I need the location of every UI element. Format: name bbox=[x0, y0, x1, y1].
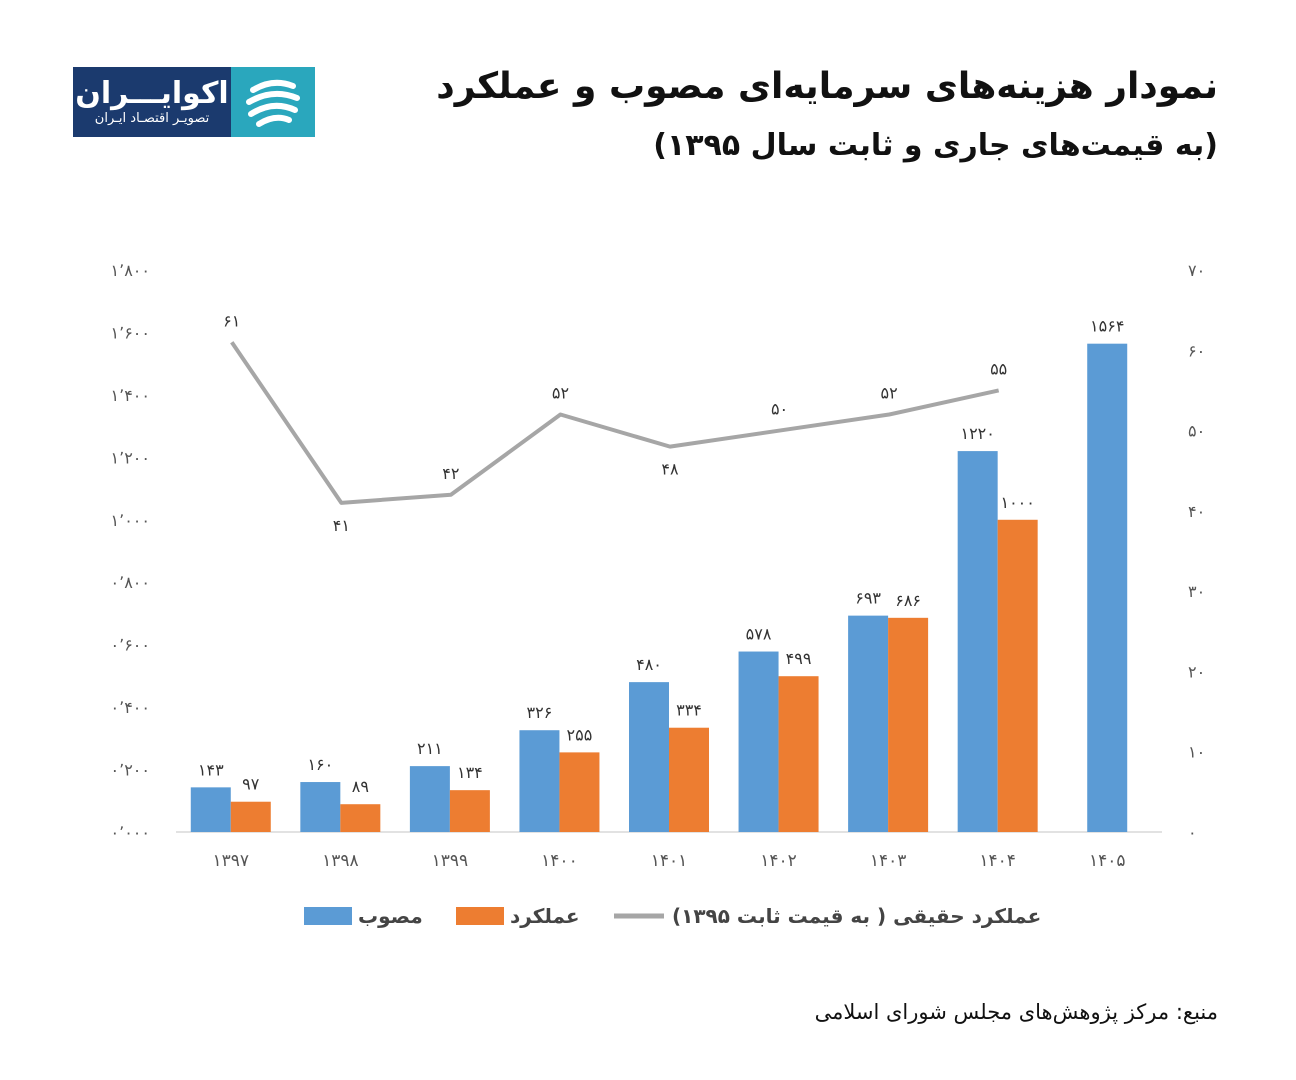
x-axis-category-label: ۱۳۹۸ bbox=[322, 851, 359, 871]
data-label-real: ۵۵ bbox=[990, 359, 1007, 378]
left-axis-tick-label: ۱٬۸۰۰ bbox=[111, 261, 150, 280]
left-axis-tick-label: ۱٬۶۰۰ bbox=[111, 323, 150, 342]
right-axis-tick-label: ۶۰ bbox=[1188, 341, 1205, 360]
data-label-real: ۴۲ bbox=[442, 464, 459, 483]
data-label-performance: ۴۹۹ bbox=[786, 649, 812, 668]
right-axis-tick-label: ۷۰ bbox=[1188, 261, 1205, 280]
x-axis-category-label: ۱۴۰۳ bbox=[870, 851, 907, 871]
bar-approved bbox=[629, 682, 669, 832]
left-axis-tick-label: ۰٬۴۰۰ bbox=[111, 698, 150, 717]
data-label-performance: ۸۹ bbox=[352, 777, 369, 796]
right-axis-tick-label: ۱۰ bbox=[1188, 743, 1205, 762]
bar-performance bbox=[230, 801, 271, 832]
legend-label-real: عملکرد حقیقی ( به قیمت ثابت ۱۳۹۵) bbox=[672, 904, 1041, 928]
right-axis-tick-label: ۴۰ bbox=[1188, 502, 1205, 521]
data-label-performance: ۳۳۴ bbox=[676, 701, 702, 720]
bar-approved bbox=[1087, 343, 1128, 832]
left-axis-tick-label: ۰٬۶۰۰ bbox=[111, 636, 150, 655]
bar-approved bbox=[848, 615, 889, 832]
chart-subtitle: (به قیمت‌های جاری و ثابت سال ۱۳۹۵) bbox=[653, 128, 1218, 163]
data-label-approved: ۲۱۱ bbox=[417, 739, 443, 758]
data-label-approved: ۳۲۶ bbox=[527, 703, 553, 722]
ecoiran-logo: اکوایـــران تصویـر اقتصـاد ایـران bbox=[73, 67, 315, 137]
x-axis-category-label: ۱۴۰۱ bbox=[651, 851, 688, 871]
legend-label-performance: عملکرد bbox=[510, 904, 580, 928]
bar-performance bbox=[778, 676, 819, 832]
bar-performance bbox=[669, 727, 709, 832]
right-axis-tick-label: ۰ bbox=[1188, 823, 1197, 842]
legend-swatch-approved bbox=[304, 907, 352, 925]
data-label-performance: ۹۷ bbox=[242, 775, 260, 794]
bar-performance bbox=[997, 519, 1038, 832]
data-label-approved: ۱۲۲۰ bbox=[960, 424, 994, 443]
data-label-performance: ۶۸۶ bbox=[895, 591, 921, 610]
left-axis-tick-label: ۰٬۸۰۰ bbox=[111, 573, 150, 592]
data-label-real: ۵۲ bbox=[881, 384, 898, 403]
x-axis-category-label: ۱۴۰۵ bbox=[1089, 851, 1126, 871]
bar-approved bbox=[738, 651, 779, 832]
x-axis-category-label: ۱۴۰۴ bbox=[979, 851, 1016, 871]
right-axis-tick-label: ۵۰ bbox=[1188, 422, 1205, 441]
data-label-real: ۶۱ bbox=[223, 311, 240, 330]
logo-tagline: تصویـر اقتصـاد ایـران bbox=[94, 111, 210, 126]
bar-approved bbox=[409, 766, 450, 832]
left-axis-tick-label: ۰٬۲۰۰ bbox=[111, 761, 150, 780]
data-label-approved: ۶۹۳ bbox=[855, 589, 881, 608]
bar-performance bbox=[449, 790, 490, 832]
bar-performance bbox=[340, 804, 381, 832]
data-label-approved: ۵۷۸ bbox=[746, 625, 772, 644]
data-label-approved: ۱۵۶۴ bbox=[1090, 317, 1124, 336]
x-axis-category-label: ۱۴۰۰ bbox=[541, 851, 578, 871]
data-label-performance: ۱۳۴ bbox=[457, 763, 483, 782]
bar-approved bbox=[300, 782, 341, 832]
left-axis-tick-label: ۰٬۰۰۰ bbox=[111, 823, 150, 842]
x-axis-category-label: ۱۳۹۹ bbox=[432, 851, 469, 871]
data-label-real: ۴۸ bbox=[661, 460, 679, 479]
logo-mark-icon bbox=[231, 67, 315, 137]
data-label-performance: ۲۵۵ bbox=[567, 725, 593, 744]
data-label-performance: ۱۰۰۰ bbox=[1000, 493, 1034, 512]
logo-text-box: اکوایـــران تصویـر اقتصـاد ایـران bbox=[73, 67, 231, 137]
legend-label-approved: مصوب bbox=[358, 904, 423, 928]
data-label-real: ۵۰ bbox=[771, 400, 788, 419]
x-axis-category-label: ۱۴۰۲ bbox=[760, 851, 797, 871]
bar-performance bbox=[559, 752, 600, 832]
data-label-approved: ۱۴۳ bbox=[198, 760, 224, 779]
x-axis-category-label: ۱۳۹۷ bbox=[213, 851, 250, 871]
data-label-real: ۴۱ bbox=[333, 516, 350, 535]
left-axis-tick-label: ۱٬۲۰۰ bbox=[111, 448, 150, 467]
left-axis-tick-label: ۱٬۰۰۰ bbox=[111, 511, 150, 530]
source-note: منبع: مرکز پژوهش‌های مجلس شورای اسلامی bbox=[814, 1000, 1218, 1024]
line-real-performance bbox=[230, 341, 1000, 505]
bar-approved bbox=[519, 730, 560, 832]
logo-name: اکوایـــران bbox=[75, 76, 229, 111]
capital-expenditure-chart: ۰٬۰۰۰ ۰٬۲۰۰ ۰٬۴۰۰ ۰٬۶۰۰ ۰٬۸۰۰ ۱٬۰۰۰ ۱٬۲۰۰ ۱٬۴۰۰… bbox=[111, 261, 1206, 928]
data-label-approved: ۱۶۰ bbox=[307, 755, 333, 774]
legend-swatch-performance bbox=[456, 907, 504, 925]
bar-approved bbox=[957, 451, 998, 832]
right-axis-tick-label: ۳۰ bbox=[1188, 582, 1205, 601]
data-label-real: ۵۲ bbox=[552, 384, 569, 403]
data-label-approved: ۴۸۰ bbox=[636, 655, 662, 674]
chart-title: نمودار هزینه‌های سرمایه‌ای مصوب و عملکرد bbox=[436, 66, 1218, 107]
bar-approved bbox=[190, 787, 231, 832]
bar-performance bbox=[888, 617, 929, 832]
left-axis-tick-label: ۱٬۴۰۰ bbox=[111, 386, 150, 405]
right-axis-tick-label: ۲۰ bbox=[1188, 662, 1205, 681]
